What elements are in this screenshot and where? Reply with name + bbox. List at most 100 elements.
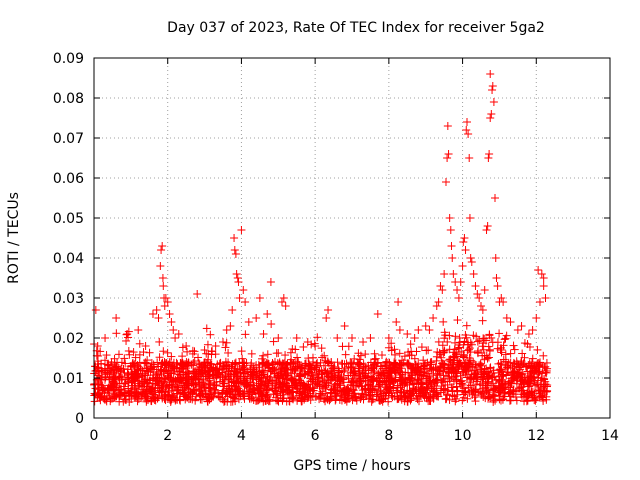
data-point (163, 298, 172, 306)
data-point (155, 337, 164, 346)
data-point (211, 342, 220, 350)
data-point (191, 396, 200, 405)
data-point (462, 321, 471, 330)
data-point (517, 322, 526, 330)
data-point (377, 351, 386, 360)
x-tick-label: 6 (311, 428, 320, 444)
data-point (206, 330, 215, 339)
y-tick-label: 0.05 (53, 211, 84, 227)
data-point (188, 346, 197, 355)
data-point (512, 379, 521, 388)
data-point (230, 234, 239, 242)
data-point (211, 386, 220, 395)
data-point (439, 317, 448, 326)
data-point (155, 353, 164, 362)
data-point (183, 347, 192, 356)
data-point (433, 347, 442, 356)
data-point (200, 358, 209, 367)
data-point (219, 338, 227, 346)
data-point (267, 320, 276, 329)
data-point (425, 326, 434, 334)
y-tick-label: 0.09 (53, 51, 84, 67)
y-tick-label: 0.08 (53, 91, 84, 107)
data-point (491, 254, 500, 262)
data-point (539, 282, 548, 290)
data-point (443, 154, 452, 162)
data-point (453, 386, 462, 395)
data-point (263, 310, 272, 318)
data-point (447, 242, 456, 250)
data-point (286, 348, 295, 357)
data-point (171, 334, 180, 342)
data-point (199, 368, 208, 377)
data-point (156, 262, 165, 270)
data-point (226, 397, 235, 406)
data-point (127, 394, 136, 403)
data-point (438, 341, 447, 350)
data-point (159, 282, 168, 290)
data-point (96, 347, 105, 356)
data-point (513, 326, 522, 334)
data-point (523, 396, 532, 405)
data-point (462, 126, 471, 134)
data-point (174, 330, 183, 338)
data-point (529, 393, 538, 402)
data-point (117, 358, 126, 367)
data-point (499, 298, 508, 306)
data-point (518, 349, 527, 358)
data-point (387, 339, 396, 348)
x-tick-label: 0 (90, 428, 99, 444)
data-point (539, 274, 548, 282)
data-point (477, 302, 485, 310)
data-point (200, 346, 209, 354)
data-point (384, 334, 393, 342)
data-point (467, 258, 476, 266)
data-point (178, 352, 187, 361)
data-point (228, 306, 237, 314)
data-point (230, 246, 239, 254)
data-point (453, 286, 462, 294)
data-point (317, 344, 326, 353)
data-point (478, 316, 487, 325)
data-point (244, 318, 253, 326)
data-point (486, 70, 495, 78)
data-point (141, 342, 150, 350)
data-point (520, 397, 529, 406)
y-tick-label: 0.06 (53, 171, 84, 187)
data-point (448, 254, 457, 262)
data-point (534, 266, 543, 274)
data-point (90, 397, 99, 406)
data-point (91, 306, 100, 314)
data-point (500, 335, 509, 344)
data-point (459, 238, 468, 246)
data-point (163, 348, 172, 357)
data-point (340, 367, 349, 376)
data-point (464, 130, 473, 138)
data-point (449, 270, 458, 278)
data-point (324, 306, 333, 314)
data-point (158, 242, 167, 250)
data-point (458, 262, 467, 270)
data-point (429, 314, 438, 322)
data-point (537, 392, 546, 401)
data-point (322, 314, 331, 322)
data-point (247, 349, 256, 358)
data-point (480, 286, 489, 294)
data-point (238, 354, 247, 363)
data-point (340, 322, 349, 330)
data-point (469, 270, 478, 278)
data-point (237, 226, 246, 234)
data-point (463, 394, 472, 403)
x-tick-label: 2 (163, 428, 172, 444)
data-point (114, 350, 123, 359)
data-point (169, 326, 178, 334)
data-point (131, 353, 140, 362)
data-point (467, 340, 476, 349)
data-point (152, 306, 161, 314)
data-point (190, 357, 199, 366)
data-point (421, 322, 430, 330)
data-point (235, 294, 244, 302)
data-point (226, 322, 235, 330)
data-point (432, 302, 441, 310)
